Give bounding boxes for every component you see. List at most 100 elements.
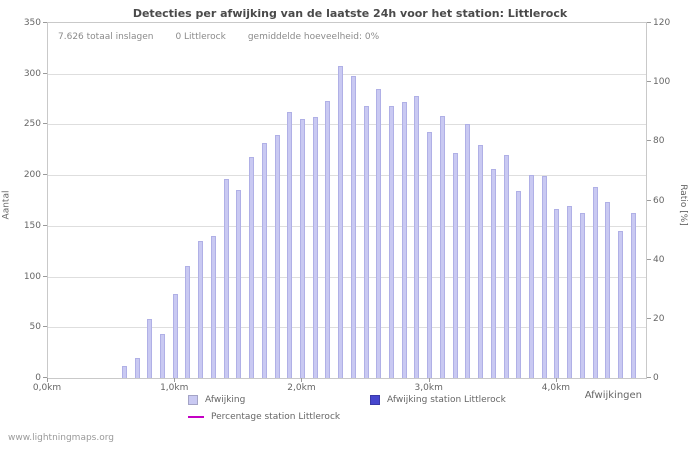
y-tick-left: 250 — [23, 119, 41, 130]
tick-mark-x — [301, 378, 303, 382]
tick-mark-left — [43, 377, 47, 378]
bar — [516, 191, 521, 378]
y-tick-right: 20 — [653, 313, 665, 324]
bar — [262, 143, 267, 378]
bar — [198, 241, 203, 378]
bar — [224, 179, 229, 378]
x-tick: 1,0km — [160, 383, 189, 393]
legend: Afwijking Afwijking station Littlerock Per… — [188, 395, 552, 429]
bar — [313, 117, 318, 378]
tick-mark-left — [43, 326, 47, 328]
tick-mark-left — [43, 275, 47, 277]
bar — [173, 294, 178, 378]
bar — [618, 231, 623, 378]
bar — [135, 358, 140, 378]
y-tick-right: 40 — [653, 254, 665, 265]
legend-label: Percentage station Littlerock — [211, 412, 341, 422]
bar — [554, 209, 559, 378]
annotation-total-strikes: 7.626 totaal inslagen — [58, 32, 154, 42]
tick-mark-right — [647, 22, 651, 23]
legend-label: Afwijking — [205, 395, 246, 405]
legend-item: Afwijking station Littlerock — [370, 395, 552, 405]
bar — [593, 187, 598, 378]
bar — [325, 101, 330, 378]
legend-row: Afwijking Afwijking station Littlerock — [188, 395, 552, 405]
gridline — [48, 327, 646, 328]
bar — [631, 213, 636, 378]
annotation-average-ratio: gemiddelde hoeveelheid: 0% — [247, 32, 380, 42]
chart-title: Detecties per afwijking van de laatste 2… — [132, 7, 568, 20]
bar — [414, 96, 419, 378]
bar — [376, 89, 381, 378]
tick-mark-x — [428, 378, 430, 382]
bar — [440, 116, 445, 378]
bar — [364, 106, 369, 378]
bar — [211, 236, 216, 378]
bar — [542, 176, 547, 378]
gridline — [48, 124, 646, 125]
bar — [160, 334, 165, 378]
tick-mark-left — [43, 123, 47, 125]
legend-item: Percentage station Littlerock — [188, 412, 370, 422]
y-tick-right: 0 — [653, 373, 659, 383]
annotations: 7.626 totaal inslagen 0 Littlerock gemid… — [58, 32, 379, 42]
y-axis-label-left: Aantal — [1, 190, 12, 220]
tick-mark-x — [555, 378, 557, 382]
tick-mark-right — [647, 258, 651, 260]
tick-mark-left — [43, 72, 47, 74]
y-tick-left: 350 — [23, 18, 41, 28]
y-tick-left: 150 — [23, 220, 41, 231]
x-tick: 0,0km — [32, 383, 62, 393]
x-axis-label: Afwijkingen — [584, 390, 642, 401]
y-tick-right: 80 — [653, 136, 665, 147]
bar — [478, 145, 483, 378]
bar — [504, 155, 509, 378]
gridline — [48, 74, 646, 75]
tick-mark-right — [647, 140, 651, 142]
bar — [389, 106, 394, 378]
bar — [529, 175, 534, 378]
gridline — [48, 226, 646, 227]
y-tick-right: 100 — [653, 77, 671, 88]
y-tick-right: 120 — [653, 18, 671, 28]
bar — [249, 157, 254, 378]
bar — [427, 132, 432, 378]
x-tick: 3,0km — [414, 383, 443, 393]
bar — [402, 102, 407, 378]
y-tick-left: 50 — [29, 322, 41, 333]
tick-mark-x — [174, 378, 176, 382]
tick-mark-right — [647, 317, 651, 319]
bar — [605, 202, 610, 378]
watermark-link[interactable]: www.lightningmaps.org — [8, 433, 114, 443]
bar — [287, 112, 292, 378]
y-tick-left: 0 — [35, 373, 41, 383]
legend-row: Percentage station Littlerock — [188, 412, 552, 422]
bar — [122, 366, 127, 378]
x-tick: 2,0km — [287, 383, 316, 393]
annotation-station-count: 0 Littlerock — [175, 32, 226, 42]
x-tick: 4,0km — [541, 383, 571, 393]
bar — [147, 319, 152, 378]
tick-mark-left — [43, 174, 47, 176]
bar — [300, 119, 305, 378]
bar — [275, 135, 280, 378]
tick-mark-right — [647, 377, 651, 378]
bar — [453, 153, 458, 378]
bar — [185, 266, 190, 378]
gridline — [48, 175, 646, 176]
legend-label: Afwijking station Littlerock — [387, 395, 506, 405]
y-tick-right: 60 — [653, 195, 665, 206]
bar — [236, 190, 241, 378]
bar — [580, 213, 585, 378]
tick-mark-left — [43, 22, 47, 23]
bar — [465, 124, 470, 378]
legend-swatch-box — [370, 395, 380, 405]
y-axis-label-right: Ratio [%] — [677, 184, 688, 226]
gridline — [48, 277, 646, 278]
y-tick-left: 100 — [23, 271, 41, 282]
legend-swatch-line — [188, 416, 204, 418]
plot-area: 7.626 totaal inslagen 0 Littlerock gemid… — [47, 22, 647, 379]
y-tick-left: 200 — [23, 170, 41, 181]
tick-mark-right — [647, 199, 651, 201]
tick-mark-right — [647, 81, 651, 83]
